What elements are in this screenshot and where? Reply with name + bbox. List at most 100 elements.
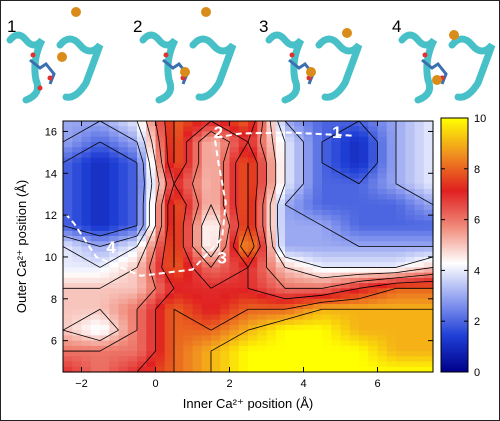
contour-segment: [99, 141, 138, 164]
heatmap-cell: [322, 277, 332, 284]
heatmap-cell: [137, 267, 147, 274]
heatmap-cell: [331, 194, 342, 201]
heatmap-cell: [238, 188, 249, 195]
heatmap-cell: [229, 309, 240, 316]
heatmap-cell: [368, 345, 379, 352]
heatmap-cell: [386, 293, 397, 300]
heatmap-cell: [349, 136, 360, 143]
heatmap-cell: [312, 225, 323, 232]
heatmap-cell: [109, 256, 120, 263]
heatmap-cell: [174, 256, 184, 263]
heatmap-cell: [248, 340, 258, 347]
heatmap-cell: [294, 351, 305, 357]
heatmap-cell: [331, 324, 342, 331]
heatmap-cell: [72, 335, 83, 342]
contour-segment: [395, 183, 434, 206]
heatmap-cell: [63, 199, 73, 206]
x-tick-label: 0: [152, 378, 158, 390]
heatmap-cell: [229, 345, 240, 352]
heatmap-cell: [275, 183, 286, 190]
heatmap-cell: [285, 319, 295, 326]
heatmap-cell: [285, 267, 295, 274]
heatmap-cell: [331, 251, 342, 258]
heatmap-cell: [386, 298, 397, 305]
heatmap-cell: [312, 304, 323, 310]
heatmap-cell: [72, 277, 83, 284]
heatmap-cell: [285, 241, 295, 248]
heatmap-cell: [90, 183, 101, 190]
heatmap-cell: [81, 277, 92, 284]
heatmap-cell: [137, 157, 147, 164]
heatmap-cell: [109, 173, 120, 180]
heatmap-cell: [63, 209, 73, 216]
heatmap-cell: [109, 183, 120, 190]
heatmap-cell: [322, 324, 332, 331]
heatmap-cell: [414, 173, 425, 180]
heatmap-cell: [192, 366, 203, 373]
heatmap-cell: [423, 241, 434, 248]
heatmap-cell: [285, 304, 295, 310]
heatmap-cell: [238, 335, 249, 342]
heatmap-cell: [174, 131, 184, 138]
heatmap-cell: [368, 256, 379, 263]
heatmap-cell: [174, 324, 184, 331]
heatmap-cell: [238, 288, 249, 295]
heatmap-cell: [164, 215, 175, 221]
contour-segment: [277, 120, 286, 143]
contour-segment: [259, 120, 264, 142]
heatmap-cell: [201, 345, 212, 352]
heatmap-cell: [340, 152, 351, 159]
heatmap-cell: [201, 178, 212, 185]
heatmap-cell: [220, 283, 231, 289]
heatmap-cell: [386, 199, 397, 206]
heatmap-cell: [359, 251, 369, 258]
heatmap-cell: [414, 361, 425, 368]
heatmap-cell: [275, 121, 286, 127]
heatmap-cell: [248, 267, 258, 274]
heatmap-cell: [100, 298, 110, 305]
heatmap-cell: [220, 256, 231, 263]
heatmap-cell: [100, 178, 110, 185]
heatmap-cell: [63, 121, 73, 127]
heatmap-cell: [396, 209, 406, 216]
heatmap-cell: [90, 246, 101, 253]
heatmap-cell: [137, 215, 147, 221]
heatmap-cell: [285, 225, 295, 232]
heatmap-cell: [118, 361, 129, 368]
contour-segment: [247, 319, 286, 331]
heatmap-cell: [386, 183, 397, 190]
heatmap-cell: [340, 304, 351, 310]
heatmap-cell: [137, 204, 147, 211]
heatmap-cell: [229, 225, 240, 232]
heatmap-cell: [81, 314, 92, 321]
heatmap-cell: [359, 157, 369, 164]
heatmap-cell: [368, 262, 379, 269]
x-tick-label: 4: [300, 378, 306, 390]
heatmap-cell: [137, 230, 147, 237]
heatmap-cell: [368, 147, 379, 153]
heatmap-cell: [63, 178, 73, 185]
heatmap-cell: [248, 288, 258, 295]
heatmap-cell: [192, 324, 203, 331]
heatmap-cell: [109, 351, 120, 357]
heatmap-cell: [368, 121, 379, 127]
heatmap-cell: [266, 340, 277, 347]
heatmap-cell: [349, 194, 360, 201]
heatmap-cell: [303, 272, 314, 279]
heatmap-cell: [192, 330, 203, 336]
heatmap-cell: [118, 215, 129, 221]
heatmap-cell: [248, 309, 258, 316]
heatmap-cell: [396, 340, 406, 347]
heatmap-cell: [312, 168, 323, 174]
colorbar-tick-label: 0: [474, 367, 480, 379]
heatmap-cell: [275, 361, 286, 368]
heatmap-cell: [248, 194, 258, 201]
heatmap-cell: [100, 183, 110, 190]
heatmap-cell: [109, 251, 120, 258]
heatmap-cell: [340, 246, 351, 253]
heatmap-cell: [183, 230, 194, 237]
heatmap-cell: [63, 126, 73, 133]
heatmap-cell: [63, 136, 73, 143]
heatmap-cell: [127, 340, 138, 347]
state-label-3: 3: [259, 17, 269, 36]
